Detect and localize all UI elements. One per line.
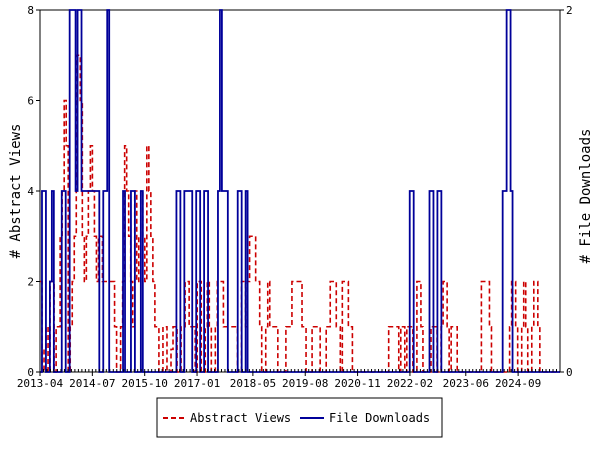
x-tick-label: 2017-01 (174, 377, 220, 390)
y-tick-label-left: 8 (27, 4, 34, 17)
legend-label-abstract-views: Abstract Views (190, 411, 291, 425)
y-tick-label-left: 6 (27, 95, 34, 108)
x-tick-label: 2018-05 (230, 377, 276, 390)
legend-label-file-downloads: File Downloads (329, 411, 430, 425)
x-tick-label: 2015-10 (122, 377, 168, 390)
y-axis-title-right: # File Downloads (578, 129, 594, 264)
x-tick-label: 2023-06 (443, 377, 489, 390)
x-tick-label: 2013-04 (17, 377, 64, 390)
y-tick-label-left: 0 (27, 366, 34, 379)
x-tick-label: 2014-07 (69, 377, 115, 390)
x-tick-label: 2024-09 (495, 377, 541, 390)
y-tick-label-left: 4 (27, 185, 34, 198)
x-tick-label: 2022-02 (387, 377, 433, 390)
x-tick-label: 2020-11 (334, 377, 380, 390)
y-axis-title-left: # Abstract Views (8, 124, 24, 259)
x-tick-label: 2019-08 (282, 377, 328, 390)
y-tick-label-right: 2 (566, 4, 573, 17)
y-tick-label-left: 2 (27, 276, 34, 289)
y-tick-label-right: 0 (566, 366, 573, 379)
legend: Abstract Views File Downloads (156, 397, 443, 438)
ticks-layer: 0 2 4 6 8 0 2 2013-04 2014-07 2015-10 2017-01 2018-… (17, 4, 573, 390)
legend-box (156, 397, 443, 438)
